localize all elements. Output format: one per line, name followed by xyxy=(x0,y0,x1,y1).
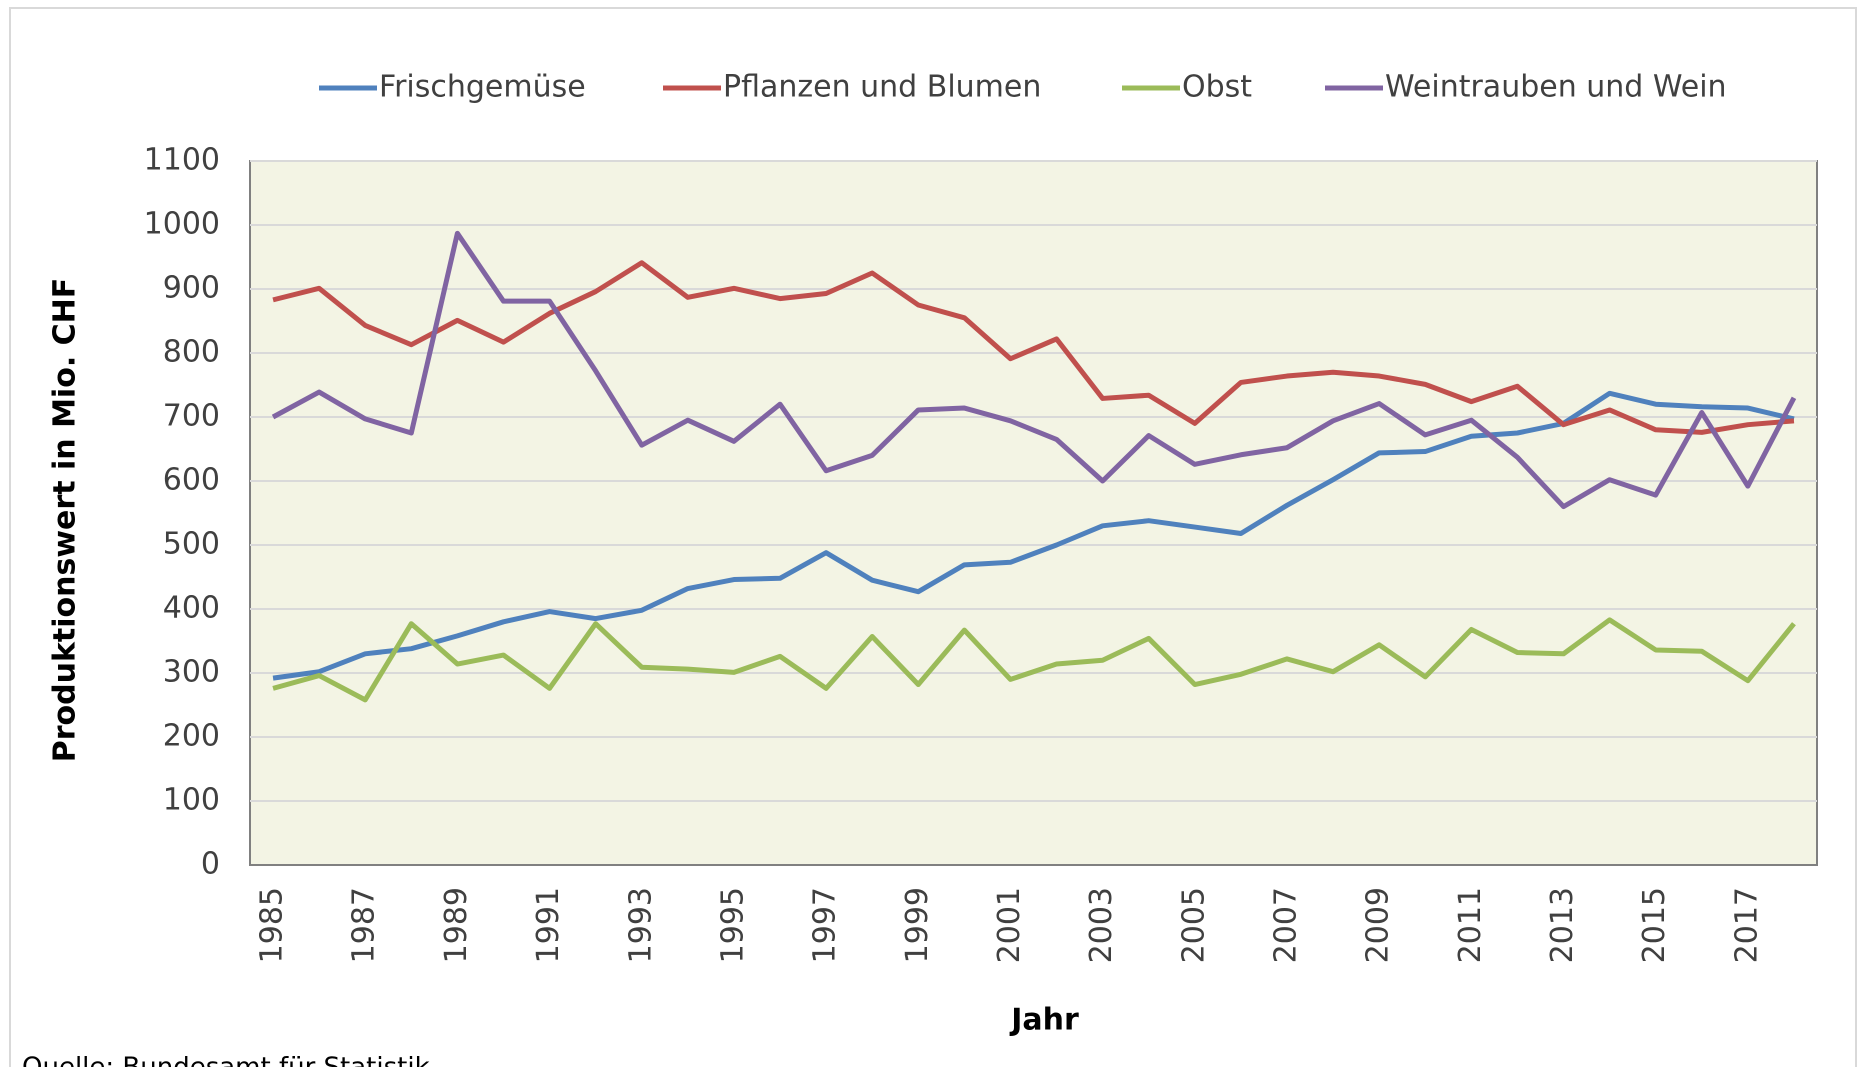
x-tick-label: 1999 xyxy=(900,887,935,963)
series-line xyxy=(272,617,1796,703)
x-tick-label: 1989 xyxy=(439,887,474,963)
x-tick-label: 1993 xyxy=(623,887,658,963)
x-tick-label: 2005 xyxy=(1176,887,1211,963)
x-axis-label: Jahr xyxy=(1009,1003,1079,1038)
legend-label: Obst xyxy=(1182,70,1252,105)
series-line xyxy=(272,390,1795,681)
x-tick-label: 2007 xyxy=(1268,887,1303,963)
y-axis-label: Produktionswert in Mio. CHF xyxy=(48,278,83,763)
y-tick-label: 500 xyxy=(163,527,220,562)
x-tick-label: 2017 xyxy=(1729,887,1764,963)
x-tick-label: 2003 xyxy=(1084,887,1119,963)
series-line xyxy=(272,260,1795,435)
y-tick-label: 400 xyxy=(163,591,220,626)
x-tick-label: 2009 xyxy=(1361,887,1396,963)
x-tick-label: 1997 xyxy=(808,887,843,963)
x-tick-label: 1985 xyxy=(255,887,290,963)
y-tick-label: 1100 xyxy=(144,143,220,178)
y-tick-label: 600 xyxy=(163,463,220,498)
legend-label: Pflanzen und Blumen xyxy=(723,70,1041,105)
x-tick-label: 1995 xyxy=(715,887,750,963)
x-tick-label: 1987 xyxy=(347,887,382,963)
y-tick-label: 800 xyxy=(163,335,220,370)
y-tick-label: 900 xyxy=(163,271,220,306)
legend-label: Frischgemüse xyxy=(379,70,586,105)
source-note: Quelle: Bundesamt für Statistik xyxy=(22,1053,430,1068)
y-tick-label: 1000 xyxy=(144,207,220,242)
x-tick-label: 2013 xyxy=(1545,887,1580,963)
legend-label: Weintrauben und Wein xyxy=(1385,70,1727,105)
series-line xyxy=(271,230,1797,510)
y-tick-label: 0 xyxy=(201,847,220,882)
x-tick-label: 2001 xyxy=(992,887,1027,963)
y-tick-label: 700 xyxy=(163,399,220,434)
plot-area xyxy=(249,160,1818,866)
y-tick-label: 300 xyxy=(163,655,220,690)
x-tick-label: 1991 xyxy=(531,887,566,963)
y-tick-label: 200 xyxy=(163,719,220,754)
x-tick-label: 2015 xyxy=(1637,887,1672,963)
y-tick-label: 100 xyxy=(163,783,220,818)
x-tick-label: 2011 xyxy=(1453,887,1488,963)
